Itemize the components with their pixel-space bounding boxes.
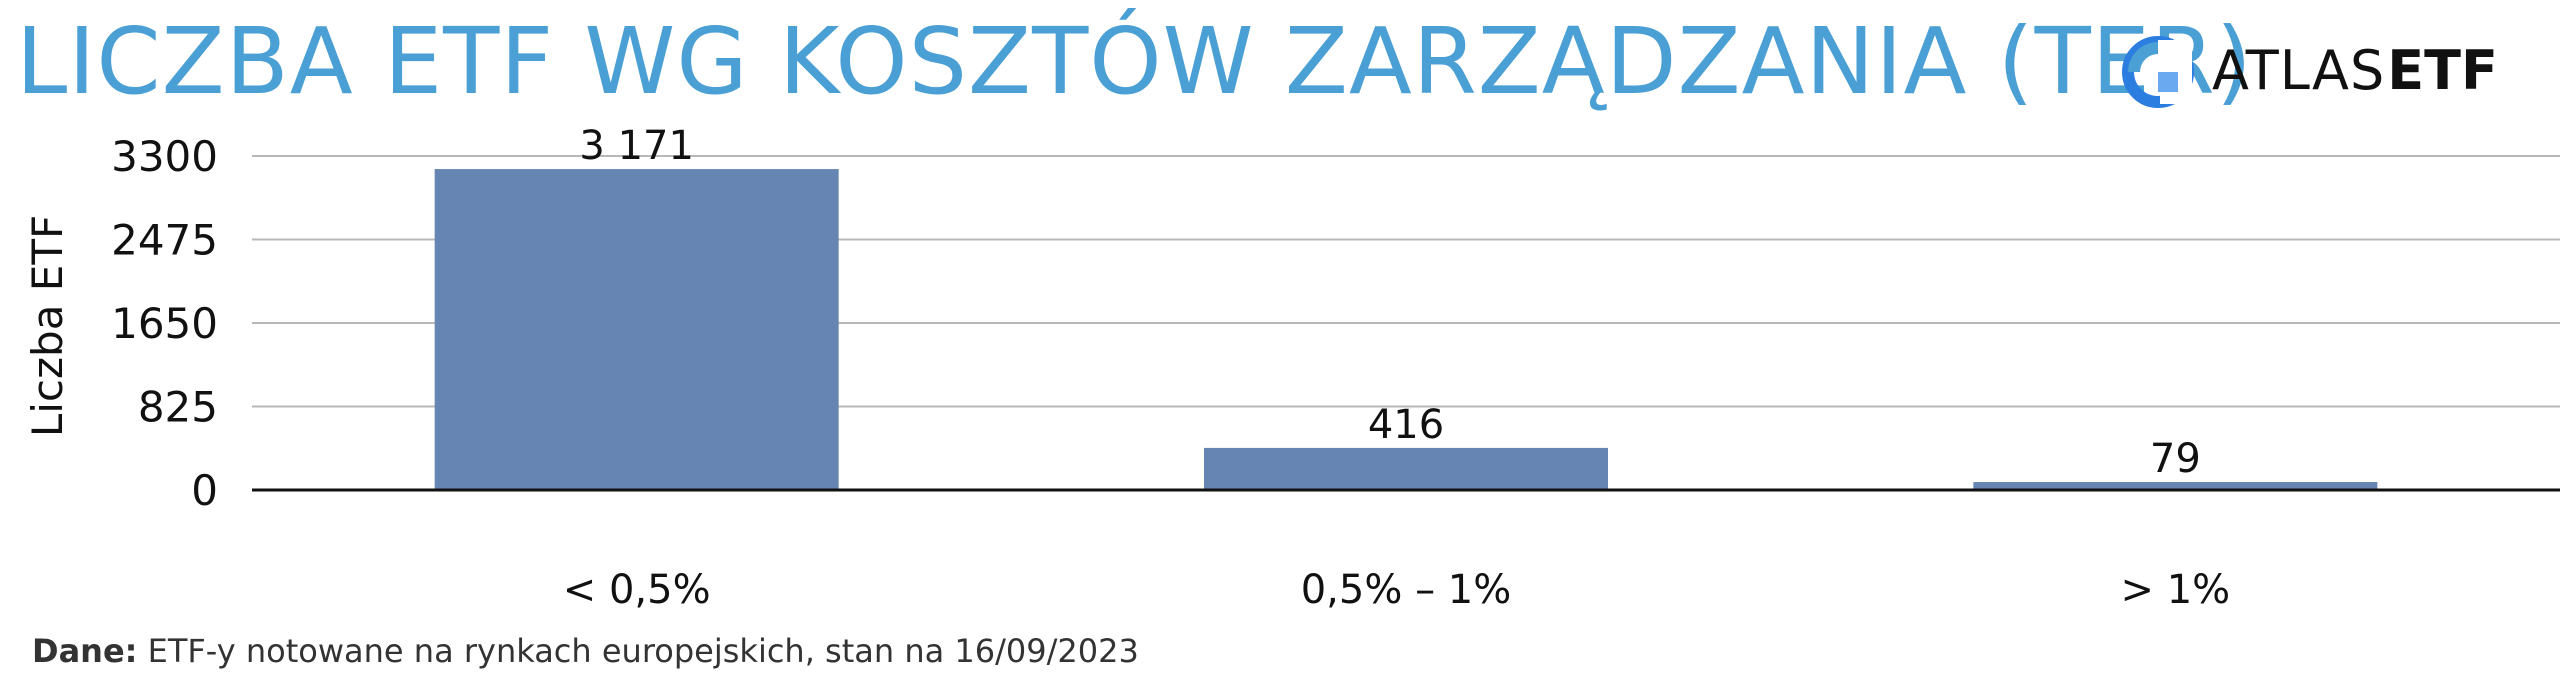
bar (434, 169, 839, 490)
y-tick-label: 1650 (111, 299, 218, 348)
data-label: 3 171 (579, 123, 694, 169)
source-text: ETF-y notowane na rynkach europejskich, … (147, 632, 1139, 670)
source-label: Dane: (32, 632, 138, 670)
bars (434, 169, 2378, 490)
logo-text-atlas: ATLAS (2212, 39, 2386, 102)
y-axis-title: Liczba ETF (23, 215, 72, 437)
y-tick-label: 0 (191, 466, 218, 515)
source-note: Dane: ETF-y notowane na rynkach europejs… (32, 632, 1139, 670)
data-label: 79 (2150, 436, 2201, 482)
bar (1204, 447, 1608, 490)
x-category-label: 0,5% – 1% (1301, 567, 1512, 613)
bar (1973, 482, 2378, 490)
bar-chart: 0 825 1650 2475 3300 3 171 416 79 < 0,5% 0,5% –… (23, 123, 2560, 613)
atlas-etf-logo-icon (2122, 36, 2194, 108)
x-category-label: < 0,5% (563, 567, 711, 613)
chart-title: LICZBA ETF WG KOSZTÓW ZARZĄDZANIA (TER) (16, 8, 2253, 115)
x-category-labels: < 0,5% 0,5% – 1% > 1% (563, 567, 2230, 613)
y-tick-labels: 0 825 1650 2475 3300 (111, 132, 218, 515)
logo-text-etf: ETF (2387, 39, 2498, 102)
data-labels: 3 171 416 79 (579, 123, 2200, 482)
y-tick-label: 825 (138, 383, 218, 432)
y-tick-label: 3300 (111, 132, 218, 181)
y-tick-label: 2475 (111, 216, 218, 265)
data-label: 416 (1368, 402, 1444, 448)
x-category-label: > 1% (2120, 567, 2230, 613)
logo-wordmark: ATLASETF (2212, 38, 2498, 104)
